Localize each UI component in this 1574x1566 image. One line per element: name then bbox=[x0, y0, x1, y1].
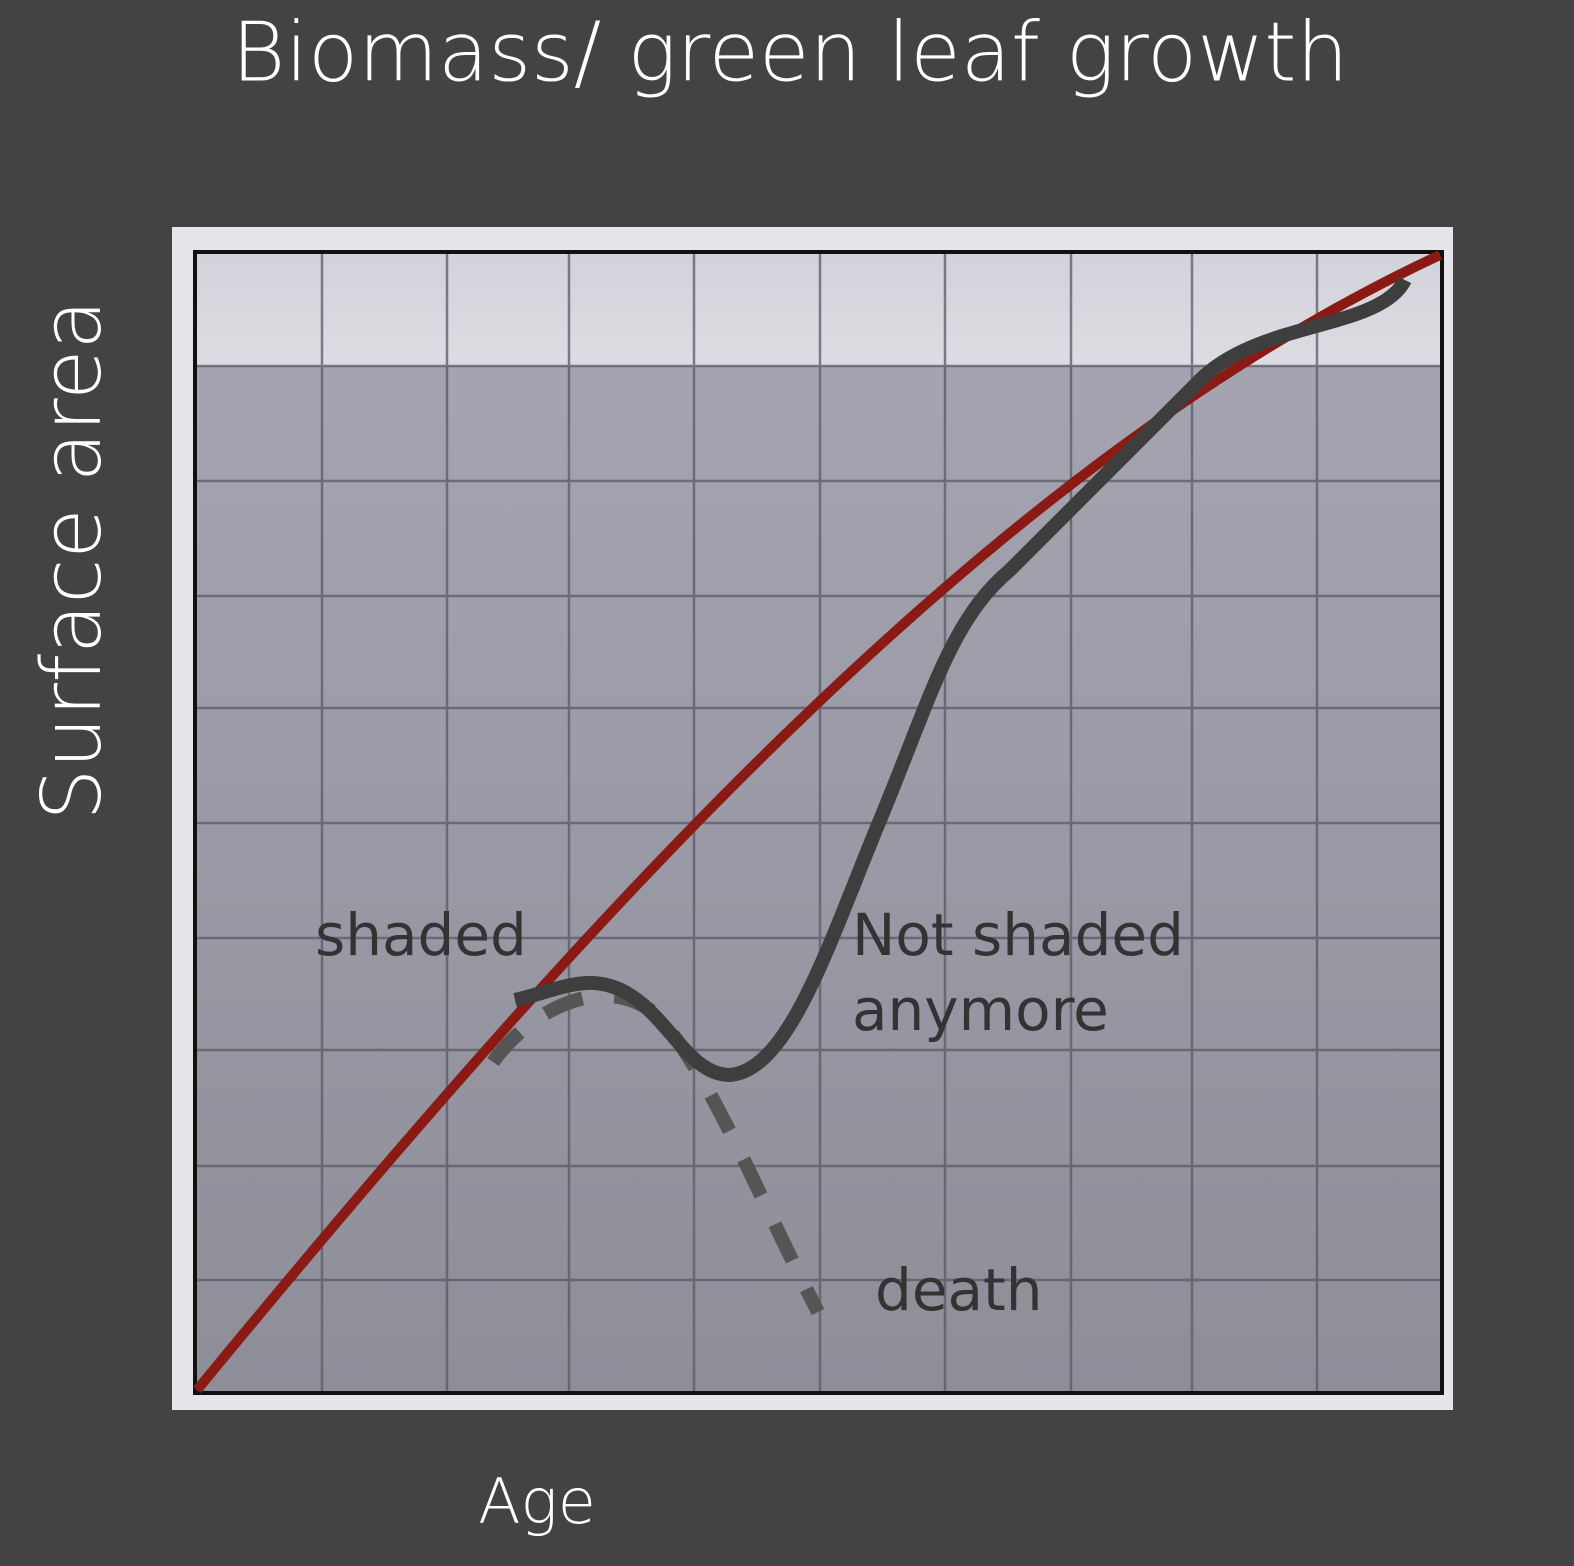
x-axis-label: Age bbox=[478, 1465, 596, 1538]
shaded-label: shaded bbox=[315, 901, 527, 969]
plot-top-band bbox=[195, 252, 1442, 366]
y-axis-label: Surface area bbox=[25, 299, 120, 820]
death-label: death bbox=[875, 1256, 1043, 1324]
not-shaded-label: anymore bbox=[852, 976, 1109, 1044]
plot-border bbox=[193, 250, 1444, 1395]
recovery-curve bbox=[513, 276, 1412, 1083]
title: Biomass/ green leaf growth bbox=[232, 6, 1349, 101]
not-shaded-label: Not shaded bbox=[852, 901, 1184, 969]
growth-curve bbox=[193, 250, 1443, 1394]
